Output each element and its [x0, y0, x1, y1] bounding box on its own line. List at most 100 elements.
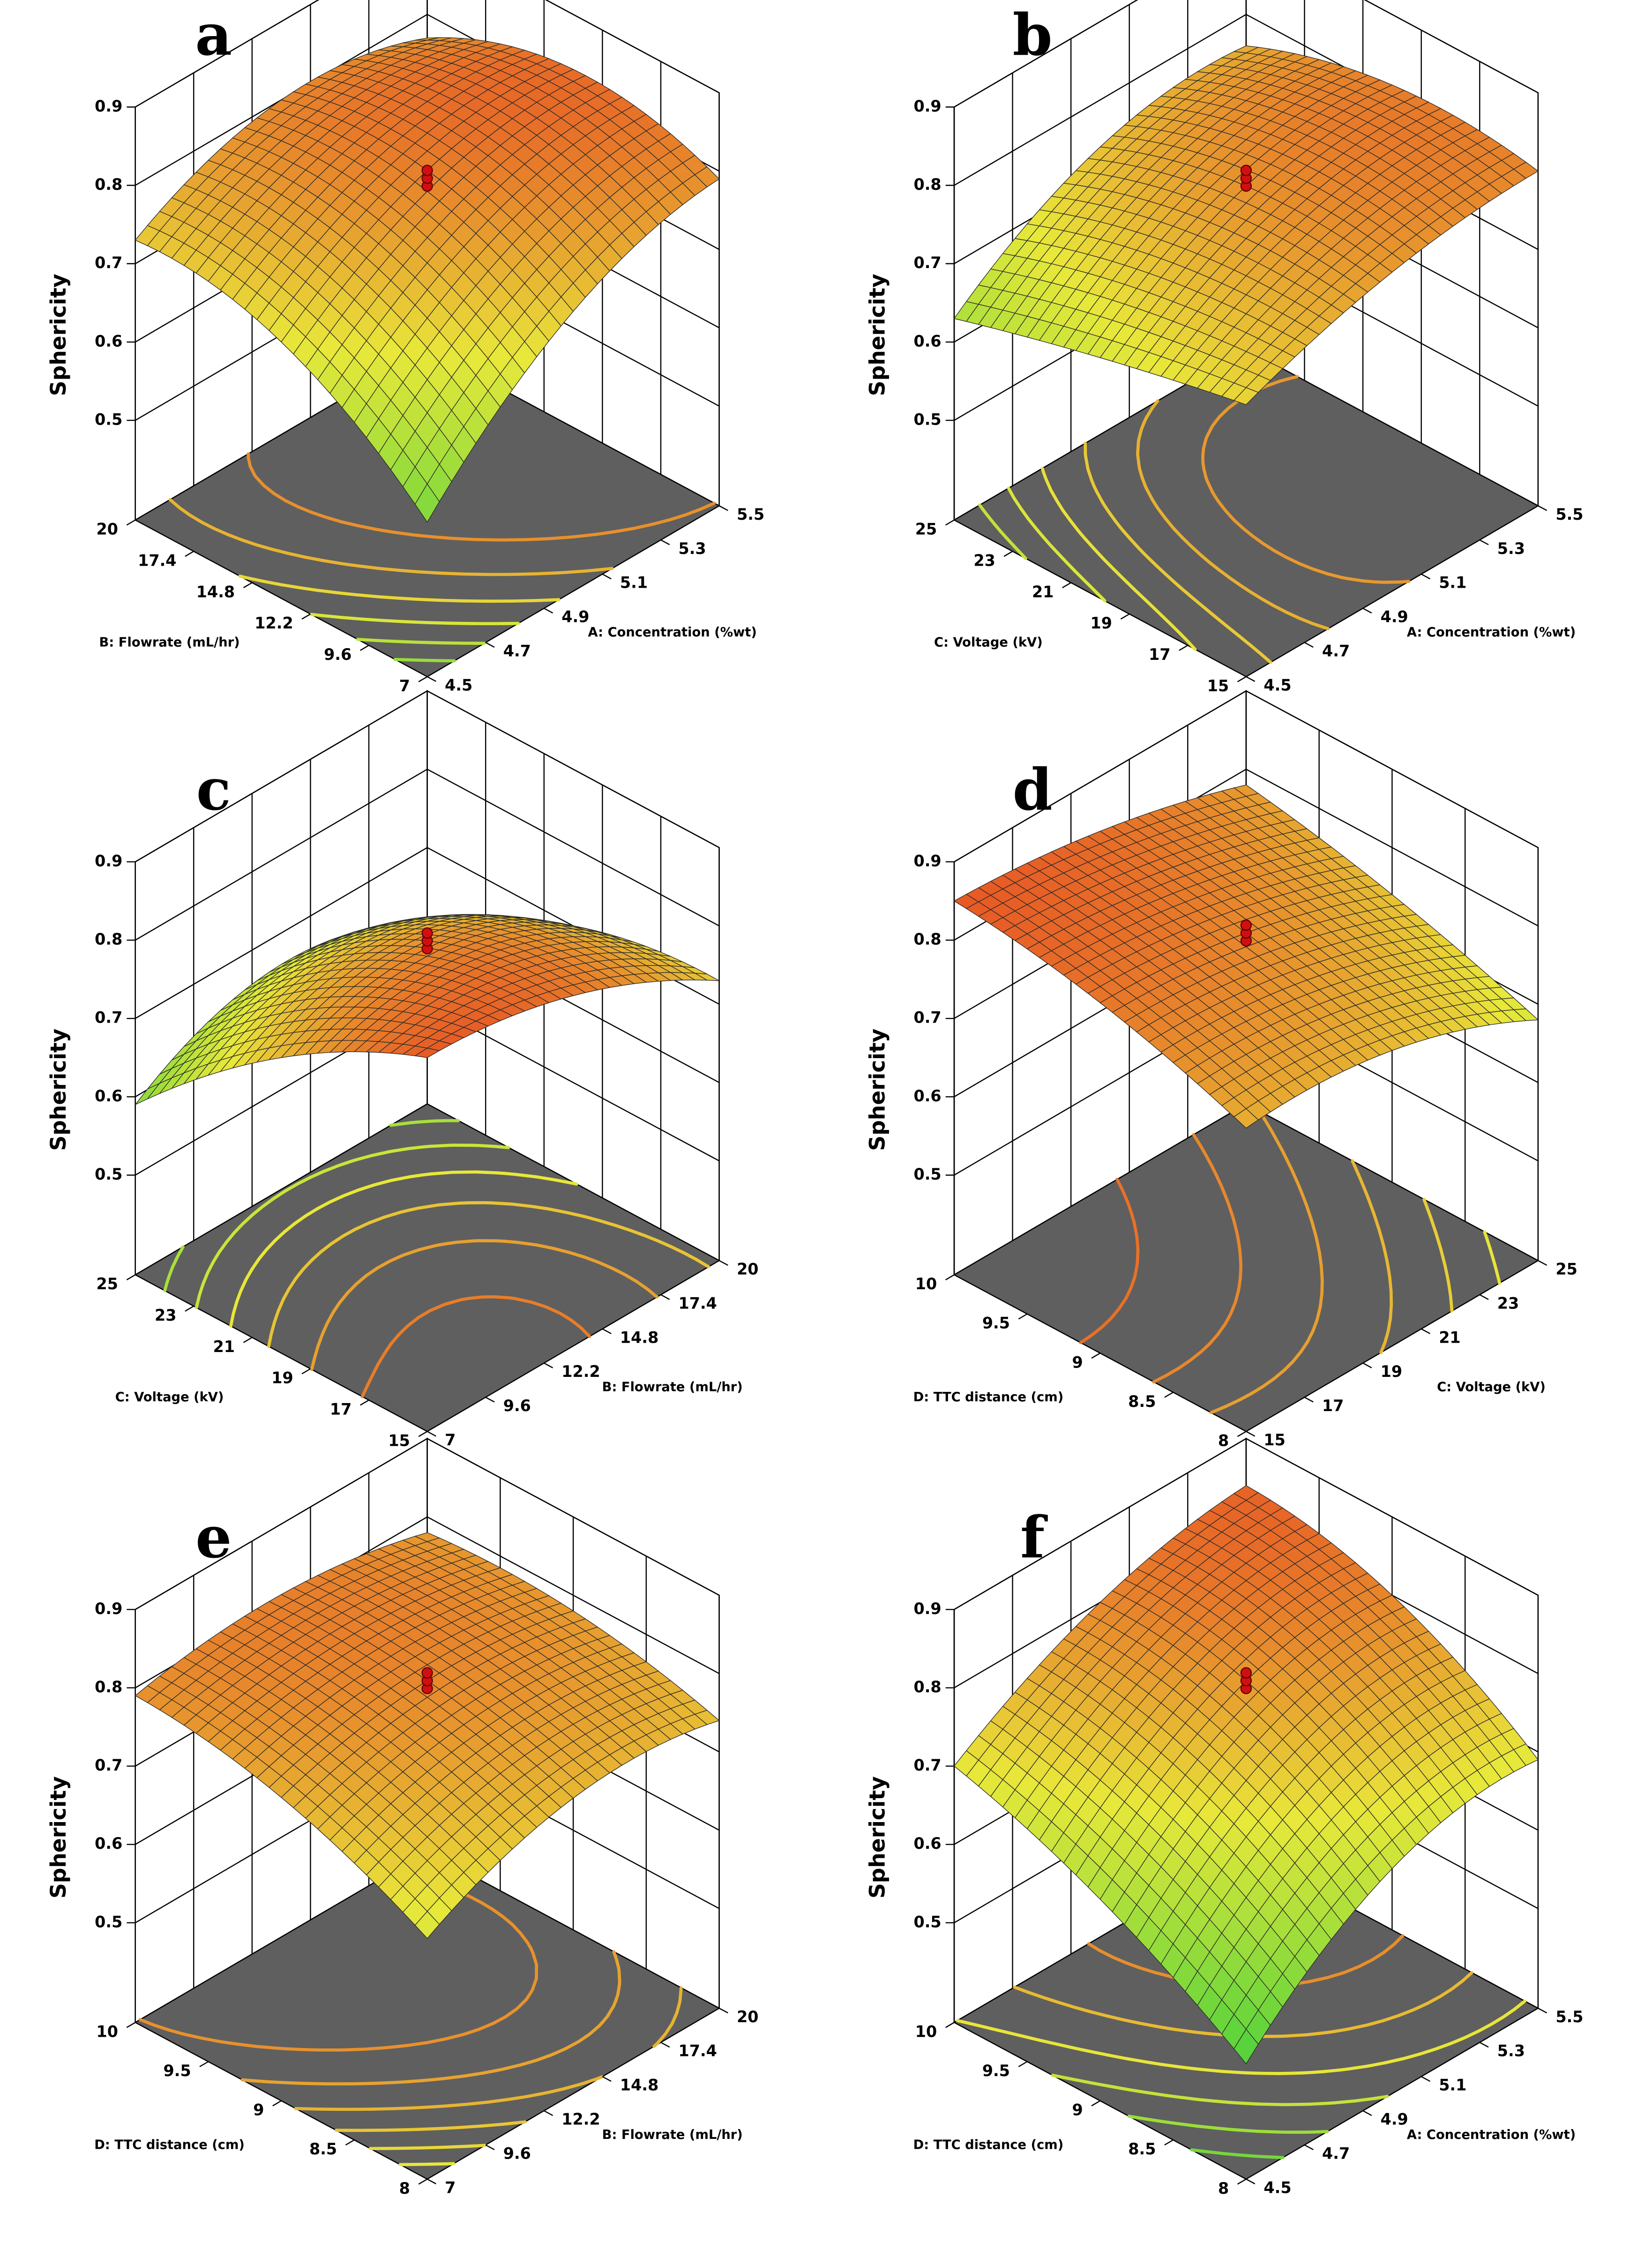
contour-line: [566, 1211, 586, 1218]
tick-mark: [1237, 1431, 1247, 1437]
tick-mark: [544, 2110, 553, 2116]
contour-line: [611, 1267, 627, 1277]
contour-line: [1262, 1376, 1276, 1388]
contour-line: [1327, 2029, 1338, 2034]
contour-line: [388, 1149, 395, 1153]
contour-line: [579, 1326, 591, 1338]
contour-line: [179, 2032, 187, 2036]
contour-line: [1262, 542, 1276, 553]
contour-line: [598, 1219, 618, 1227]
panel-letter: b: [1013, 1, 1053, 68]
contour-line: [506, 2096, 522, 2101]
panel: 0.50.60.70.80.94.54.74.95.15.35.579.612.…: [46, 0, 764, 695]
contour-line: [538, 598, 561, 602]
contour-line: [1164, 517, 1175, 530]
z-tick-label: 0.5: [95, 1913, 122, 1931]
contour-line: [1089, 2050, 1110, 2057]
contour-line: [1163, 2120, 1180, 2125]
grid-line: [427, 769, 720, 927]
contour-line: [1215, 1174, 1223, 1188]
contour-line: [420, 2078, 436, 2083]
contour-line: [650, 518, 671, 526]
contour-line: [262, 484, 276, 495]
y-tick-label: 9.6: [324, 645, 351, 664]
contour-line: [392, 1147, 411, 1153]
contour-line: [1199, 1342, 1211, 1354]
tick-mark: [427, 676, 436, 682]
contour-line: [536, 2053, 553, 2062]
contour-line: [382, 529, 396, 534]
contour-line: [490, 1907, 505, 1918]
contour-line: [1382, 2014, 1401, 2023]
x-tick-label: 4.9: [1381, 2110, 1408, 2129]
contour-line: [309, 613, 324, 617]
y-tick-label: 9: [1072, 2101, 1083, 2119]
contour-line: [1201, 2031, 1216, 2036]
contour-line: [1039, 2039, 1059, 2046]
x-tick-label: 14.8: [620, 2076, 658, 2094]
contour-line: [381, 619, 403, 623]
contour-line: [1012, 497, 1023, 510]
contour-line: [507, 1296, 516, 1300]
contour-line: [1109, 1307, 1121, 1320]
contour-line: [1019, 507, 1030, 520]
contour-line: [536, 1243, 555, 1250]
contour-line: [1250, 2071, 1265, 2075]
contour-line: [138, 2018, 156, 2027]
contour-line: [553, 2087, 566, 2093]
z-tick-label: 0.5: [913, 1913, 941, 1931]
contour-line: [1139, 2116, 1161, 2123]
tick-mark: [602, 574, 612, 580]
panel: 0.50.60.70.80.94.54.74.95.15.35.588.599.…: [865, 1437, 1584, 2197]
z-tick-label: 0.9: [913, 852, 941, 870]
contour-line: [296, 505, 314, 514]
contour-line: [1145, 487, 1154, 501]
contour-line: [519, 1932, 530, 1945]
x-tick-label: 4.5: [1263, 2178, 1291, 2197]
contour-line: [537, 1175, 556, 1181]
tick-mark: [1362, 2110, 1372, 2116]
contour-line: [548, 1208, 569, 1215]
contour-line: [1209, 1405, 1227, 1414]
contour-line: [343, 562, 361, 568]
contour-line: [1055, 2042, 1076, 2050]
tick-mark: [1479, 2042, 1489, 2048]
contour-line: [417, 534, 435, 538]
contour-line: [439, 598, 465, 603]
x-tick-label: 12.2: [561, 1362, 600, 1381]
contour-line: [605, 2004, 615, 2018]
contour-line: [238, 575, 248, 580]
contour-line: [407, 569, 421, 574]
contour-line: [206, 1260, 215, 1275]
contour-line: [1311, 568, 1330, 576]
contour-line: [1049, 489, 1059, 503]
contour-line: [1165, 1366, 1181, 1377]
contour-line: [664, 2022, 674, 2036]
tick-mark: [1237, 676, 1247, 682]
contour-line: [1346, 2024, 1368, 2031]
contour-line: [643, 1234, 657, 1241]
contour-line: [369, 1150, 391, 1158]
tick-mark: [1538, 505, 1547, 511]
contour-line: [1157, 508, 1167, 521]
contour-line: [1424, 1202, 1432, 1217]
contour-line: [308, 1170, 326, 1179]
contour-line: [985, 513, 996, 526]
x-tick-label: 17.4: [678, 1294, 717, 1312]
y-axis-label: C: Voltage (kV): [115, 1390, 224, 1405]
contour-line: [1086, 467, 1093, 482]
contour-line: [1129, 1277, 1136, 1290]
contour-line: [1232, 1218, 1239, 1234]
contour-line: [1365, 2022, 1373, 2027]
contour-line: [1084, 537, 1095, 550]
contour-line: [1027, 1991, 1045, 1999]
contour-line: [1397, 2008, 1415, 2017]
contour-line: [405, 2041, 429, 2048]
contour-line: [310, 1250, 323, 1262]
contour-line: [371, 638, 388, 643]
tick-mark: [1003, 551, 1013, 557]
tick-mark: [1538, 1260, 1547, 1266]
contour-line: [513, 1297, 533, 1304]
contour-line: [375, 1259, 391, 1270]
contour-line: [653, 1238, 661, 1243]
